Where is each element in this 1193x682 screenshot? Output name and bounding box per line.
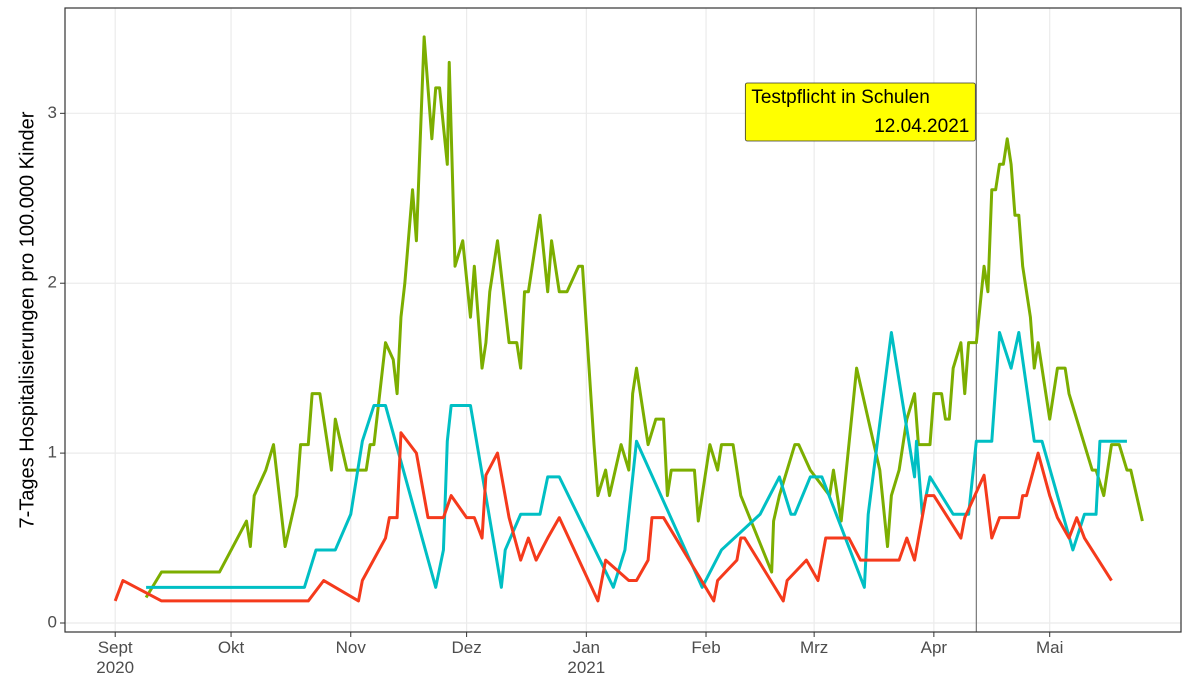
x-tick-label: Okt bbox=[217, 638, 245, 657]
series-line bbox=[113, 431, 1113, 603]
annotation-text: Testpflicht in Schulen bbox=[751, 87, 930, 108]
x-tick-label: Mai bbox=[1036, 638, 1064, 657]
y-tick-label: 0 bbox=[48, 612, 57, 631]
x-tick-label: Jan 2021 bbox=[567, 638, 606, 677]
x-tick-label: Feb bbox=[691, 638, 721, 657]
series-line bbox=[144, 35, 1144, 599]
x-tick-label: Nov bbox=[335, 638, 366, 657]
plot-border bbox=[64, 7, 1182, 633]
series-line bbox=[146, 330, 1127, 589]
y-tick-label: 1 bbox=[48, 443, 57, 462]
y-axis-title: 7-Tages Hospitalisierungen pro 100.000 K… bbox=[16, 111, 38, 528]
x-tick-label: Apr bbox=[920, 638, 948, 657]
annotation-date: 12.04.2021 bbox=[874, 116, 969, 137]
x-tick-label: Dez bbox=[451, 638, 482, 657]
y-tick-label: 2 bbox=[48, 273, 57, 292]
x-tick-label: Sept 2020 bbox=[96, 638, 135, 677]
y-tick-label: 3 bbox=[48, 103, 57, 122]
x-tick-label: Mrz bbox=[799, 638, 829, 657]
annotation-box bbox=[744, 82, 976, 142]
